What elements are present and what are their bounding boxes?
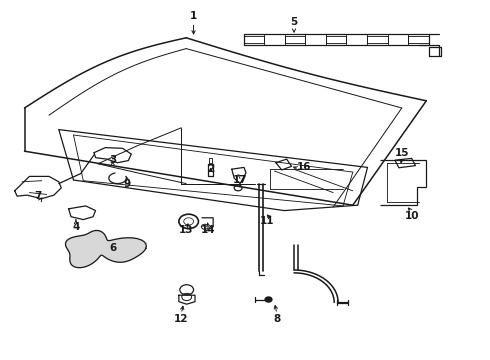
Text: 14: 14	[201, 225, 216, 235]
Text: 6: 6	[109, 243, 116, 253]
Text: 7: 7	[34, 191, 42, 201]
Text: 1: 1	[190, 11, 197, 21]
Text: 13: 13	[179, 225, 194, 235]
Text: 4: 4	[72, 222, 80, 232]
Polygon shape	[66, 230, 147, 267]
Circle shape	[265, 297, 272, 302]
Text: 16: 16	[296, 162, 311, 172]
Text: 17: 17	[233, 175, 247, 185]
Text: 5: 5	[291, 17, 297, 27]
Text: 2: 2	[207, 164, 214, 174]
Text: 9: 9	[124, 179, 131, 189]
Text: 15: 15	[394, 148, 409, 158]
Text: 11: 11	[260, 216, 274, 226]
Text: 3: 3	[109, 155, 116, 165]
Text: 10: 10	[404, 211, 419, 221]
Text: 12: 12	[174, 314, 189, 324]
Text: 8: 8	[273, 314, 280, 324]
